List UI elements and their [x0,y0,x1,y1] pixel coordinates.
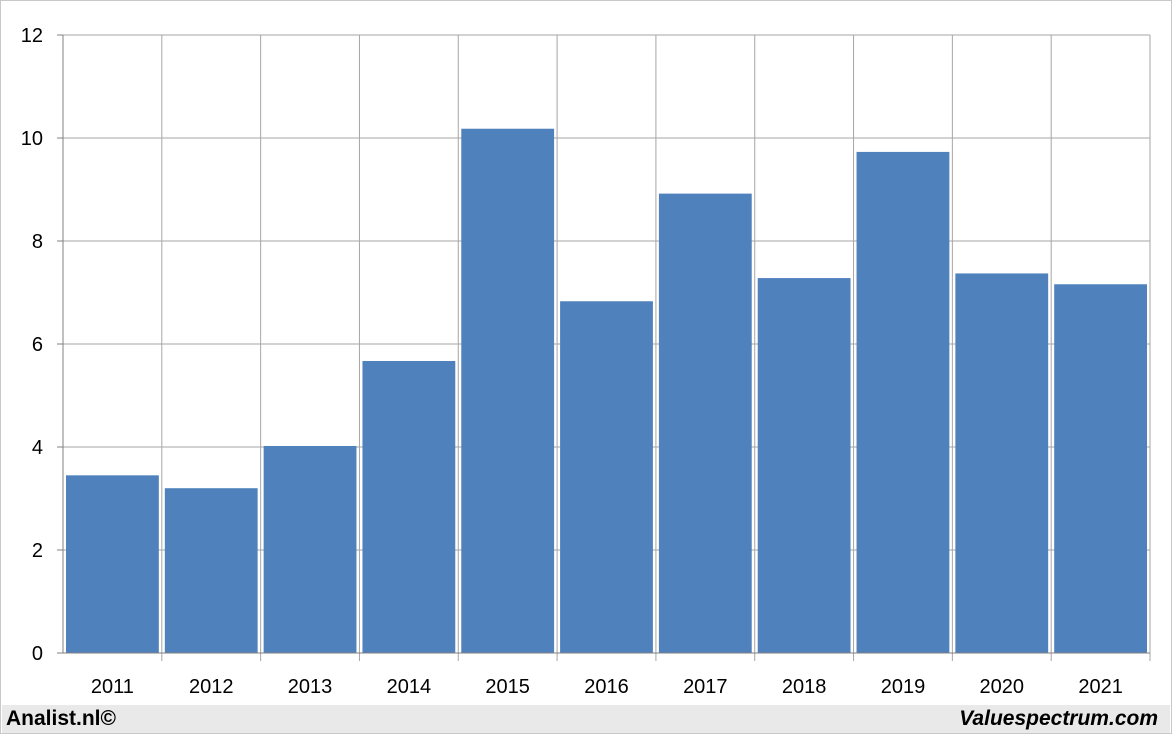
y-tick-label: 2 [32,540,43,562]
x-tick-label: 2021 [1078,676,1123,698]
x-tick-label: 2018 [782,676,827,698]
x-tick-label: 2014 [387,676,432,698]
x-tick-label: 2011 [91,676,134,698]
y-tick-label: 0 [32,643,43,665]
bar-2015 [461,128,555,654]
bar-2021 [1054,284,1147,653]
y-tick-label: 12 [21,25,43,47]
bar-2016 [560,301,653,653]
bar-2011 [66,475,159,653]
bars [66,128,1147,654]
y-tick-label: 10 [21,128,43,150]
x-tick-label: 2020 [980,676,1025,698]
bar-2017 [658,193,752,653]
x-tick-label: 2012 [189,676,234,698]
y-tick-label: 4 [32,437,43,459]
x-tick-label: 2017 [683,676,728,698]
bar-2012 [164,488,258,653]
y-tick-label: 8 [32,231,43,253]
footer-bar: Analist.nl© Valuespectrum.com [2,705,1170,733]
bar-2020 [955,273,1049,653]
footer-right-credit: Valuespectrum.com [959,707,1158,730]
x-tick-label: 2013 [288,676,333,698]
bar-2018 [757,278,851,653]
footer-left-credit: Analist.nl© [6,707,116,730]
x-tick-label: 2015 [485,676,530,698]
y-tick-labels: 0 2 4 6 8 10 12 [21,25,43,665]
y-tick-label: 6 [32,334,43,356]
x-tick-label: 2016 [584,676,629,698]
x-tick-label: 2019 [881,676,926,698]
bar-2019 [856,151,950,653]
bar-2014 [362,360,456,653]
grid-lines [62,34,1151,661]
axes [57,34,1150,654]
x-tick-labels: 2011 2012 2013 2014 2015 2016 2017 2018 2019 2020… [91,676,1123,698]
bar-2013 [263,445,357,653]
